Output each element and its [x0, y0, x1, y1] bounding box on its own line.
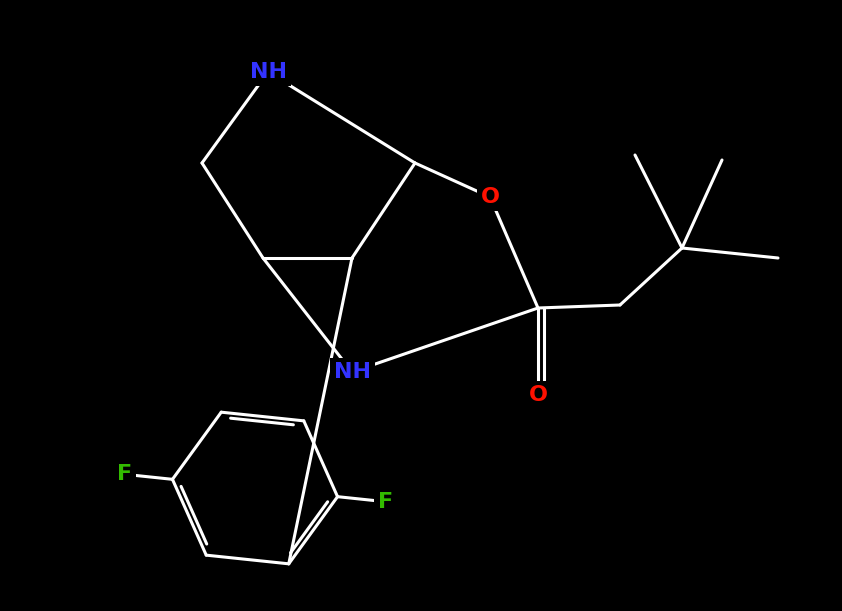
Text: O: O: [529, 385, 547, 405]
Text: NH: NH: [333, 362, 370, 382]
Text: NH: NH: [249, 62, 286, 82]
Text: O: O: [481, 187, 499, 207]
Text: F: F: [378, 492, 393, 511]
Text: F: F: [117, 464, 132, 485]
